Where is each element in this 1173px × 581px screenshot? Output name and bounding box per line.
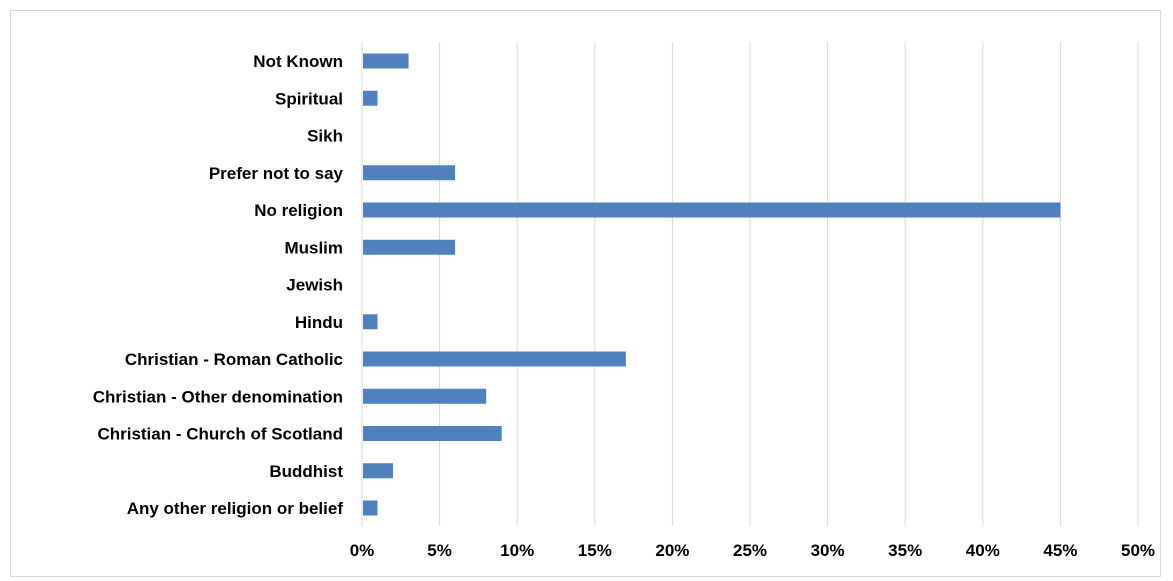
bars	[363, 53, 1061, 516]
bar	[363, 90, 378, 106]
category-label: Prefer not to say	[209, 164, 344, 183]
x-tick-labels: 0% 5% 10% 15% 20% 25% 30% 35% 40% 45% 50%	[350, 541, 1155, 560]
category-label: Buddhist	[269, 462, 343, 481]
x-tick-label: 15%	[578, 541, 612, 560]
bar	[363, 463, 394, 479]
x-tick-label: 25%	[733, 541, 767, 560]
category-label: Any other religion or belief	[127, 499, 344, 518]
x-tick-label: 50%	[1121, 541, 1155, 560]
bar	[363, 388, 487, 404]
category-label: Sikh	[307, 127, 343, 146]
bar	[363, 202, 1061, 218]
category-label: Hindu	[295, 313, 343, 332]
x-tick-label: 30%	[811, 541, 845, 560]
category-label: Spiritual	[275, 89, 343, 108]
x-tick-label: 20%	[655, 541, 689, 560]
category-label: Jewish	[286, 276, 343, 295]
x-tick-label: 0%	[350, 541, 375, 560]
x-tick-label: 5%	[427, 541, 452, 560]
x-tick-label: 45%	[1043, 541, 1077, 560]
bar	[363, 53, 409, 69]
chart-frame	[10, 10, 1161, 577]
x-tick-label: 35%	[888, 541, 922, 560]
category-label: Christian - Church of Scotland	[97, 425, 343, 444]
bar	[363, 165, 456, 181]
category-label: No religion	[254, 201, 343, 220]
x-tick-label: 40%	[966, 541, 1000, 560]
bar	[363, 239, 456, 255]
category-label: Christian - Roman Catholic	[125, 350, 343, 369]
gridlines	[361, 42, 1139, 526]
category-label: Not Known	[253, 52, 343, 71]
category-label: Muslim	[284, 238, 343, 257]
category-label: Christian - Other denomination	[93, 387, 343, 406]
bar	[363, 500, 378, 516]
bar	[363, 426, 502, 441]
bar	[363, 351, 626, 367]
x-tick-label: 10%	[500, 541, 534, 560]
bar	[363, 314, 378, 330]
category-labels: Not Known Spiritual Sikh Prefer not to say N…	[93, 52, 344, 518]
